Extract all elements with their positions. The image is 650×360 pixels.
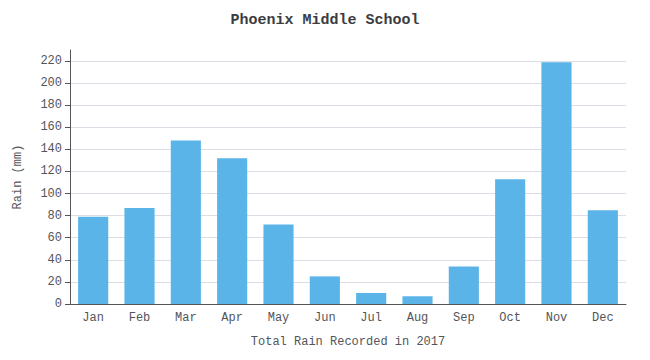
svg-text:Jan: Jan (82, 311, 104, 325)
svg-text:Feb: Feb (129, 311, 151, 325)
svg-text:220: 220 (40, 54, 62, 68)
svg-text:0: 0 (55, 297, 62, 311)
svg-text:Jul: Jul (360, 311, 382, 325)
svg-text:180: 180 (40, 98, 62, 112)
svg-text:Sep: Sep (453, 311, 475, 325)
svg-text:Oct: Oct (499, 311, 521, 325)
svg-text:100: 100 (40, 187, 62, 201)
svg-text:Jun: Jun (314, 311, 336, 325)
svg-text:Total Rain Recorded in 2017: Total Rain Recorded in 2017 (251, 335, 445, 349)
svg-text:Mar: Mar (175, 311, 197, 325)
svg-text:Nov: Nov (546, 311, 568, 325)
svg-text:60: 60 (48, 231, 62, 245)
svg-text:Phoenix Middle School: Phoenix Middle School (230, 12, 419, 29)
svg-text:200: 200 (40, 76, 62, 90)
svg-text:140: 140 (40, 142, 62, 156)
svg-text:160: 160 (40, 120, 62, 134)
svg-text:Aug: Aug (407, 311, 429, 325)
svg-text:40: 40 (48, 253, 62, 267)
svg-text:20: 20 (48, 275, 62, 289)
svg-text:May: May (268, 311, 290, 325)
svg-text:Rain (mm): Rain (mm) (11, 145, 25, 210)
svg-text:120: 120 (40, 164, 62, 178)
svg-text:Apr: Apr (221, 311, 243, 325)
svg-text:Dec: Dec (592, 311, 614, 325)
svg-text:80: 80 (48, 209, 62, 223)
